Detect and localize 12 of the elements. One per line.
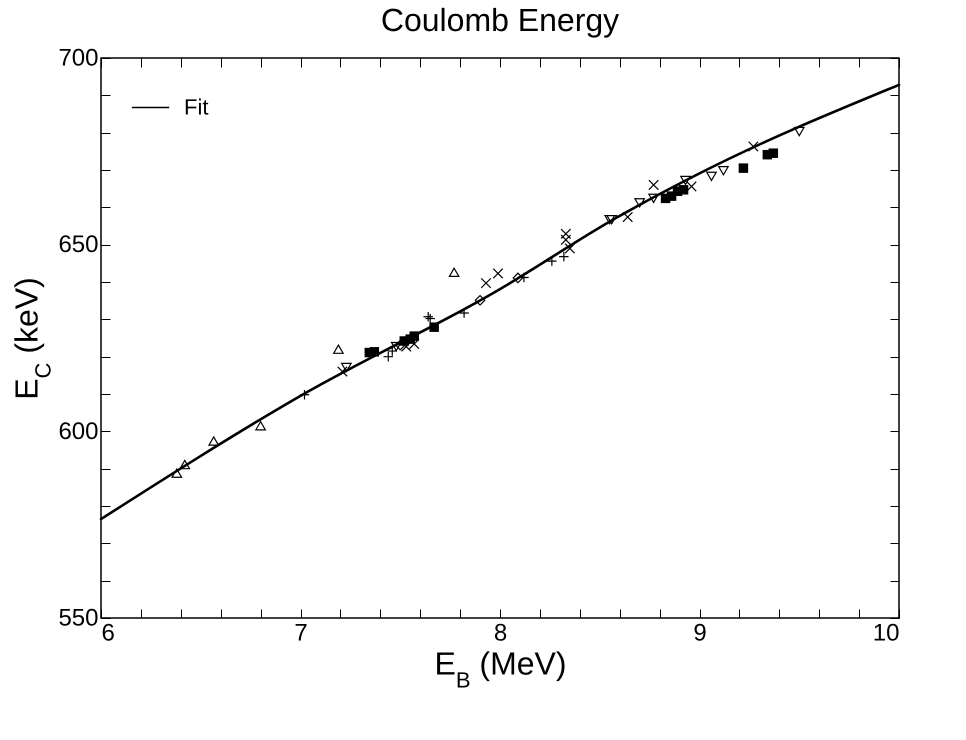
- x-tick-label: 6: [102, 620, 115, 646]
- x-tick-label: 10: [872, 620, 900, 646]
- legend-label: Fit: [184, 94, 208, 120]
- y-tick-label: 600: [58, 418, 98, 445]
- y-tick-label: 650: [58, 231, 98, 258]
- y-tick-label: 700: [58, 44, 98, 72]
- x-axis-title: E$_{B}$ (MeV): [434, 646, 567, 692]
- x-tick-label: 7: [294, 620, 308, 646]
- chart-title: Coulomb Energy: [380, 2, 620, 38]
- x-tick-label: 9: [693, 620, 707, 646]
- x-tick-label: 8: [494, 620, 508, 646]
- y-tick-label: 550: [58, 604, 98, 632]
